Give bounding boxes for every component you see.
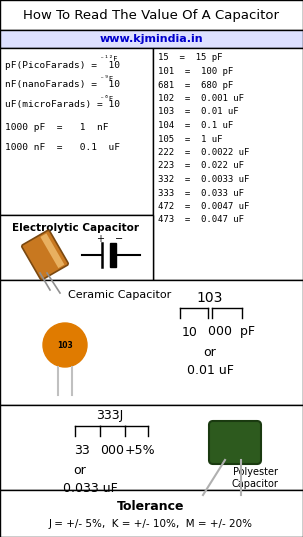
Text: 333J: 333J: [96, 410, 124, 423]
Text: uF(microFarads) = 10: uF(microFarads) = 10: [5, 100, 120, 110]
Text: 222  =  0.0022 uF: 222 = 0.0022 uF: [158, 148, 249, 157]
Text: pF(PicoFarads) =  10: pF(PicoFarads) = 10: [5, 61, 120, 69]
Bar: [153, 48, 303, 280]
Text: 33: 33: [74, 444, 90, 456]
Text: 10: 10: [182, 325, 198, 338]
Text: 332  =  0.0033 uF: 332 = 0.0033 uF: [158, 175, 249, 184]
Text: ⁻¹²F: ⁻¹²F: [100, 56, 118, 62]
FancyBboxPatch shape: [22, 230, 68, 280]
Text: 000: 000: [100, 444, 124, 456]
Text: 473  =  0.047 uF: 473 = 0.047 uF: [158, 215, 244, 224]
Bar: [110, 243, 116, 267]
Text: 101  =  100 pF: 101 = 100 pF: [158, 67, 233, 76]
Text: or: or: [204, 346, 216, 359]
Text: 333  =  0.033 uF: 333 = 0.033 uF: [158, 188, 244, 198]
Text: 0.01 uF: 0.01 uF: [187, 364, 233, 376]
Text: 15  =  15 pF: 15 = 15 pF: [158, 54, 222, 62]
Text: Ceramic Capacitor: Ceramic Capacitor: [68, 290, 171, 300]
Bar: [0, 30, 303, 48]
FancyBboxPatch shape: [209, 421, 261, 464]
Text: www.kjmindia.in: www.kjmindia.in: [99, 34, 203, 44]
Text: 1000 pF  =   1  nF: 1000 pF = 1 nF: [5, 124, 108, 133]
Bar: [0, 280, 303, 405]
Bar: [0, 490, 303, 537]
Bar: [0, 48, 153, 215]
Text: 104  =  0.1 uF: 104 = 0.1 uF: [158, 121, 233, 130]
Text: ⁻⁶F: ⁻⁶F: [100, 96, 113, 102]
Text: 102  =  0.001 uF: 102 = 0.001 uF: [158, 94, 244, 103]
Text: Polyester
Capacitor: Polyester Capacitor: [231, 467, 278, 489]
Bar: [0, 0, 303, 30]
Text: +5%: +5%: [125, 444, 155, 456]
Bar: [40, 234, 65, 268]
Text: 105  =  1 uF: 105 = 1 uF: [158, 134, 222, 143]
Text: Electrolytic Capacitor: Electrolytic Capacitor: [12, 223, 139, 233]
Text: 103: 103: [197, 291, 223, 305]
Text: 223  =  0.022 uF: 223 = 0.022 uF: [158, 162, 244, 171]
Text: 103: 103: [57, 340, 73, 350]
Circle shape: [43, 323, 87, 367]
Text: 1000 nF  =   0.1  uF: 1000 nF = 0.1 uF: [5, 143, 120, 153]
Bar: [0, 405, 303, 490]
Text: −: −: [115, 234, 123, 244]
Text: +: +: [96, 234, 104, 244]
Text: 0.033 uF: 0.033 uF: [63, 482, 117, 495]
Text: 103  =  0.01 uF: 103 = 0.01 uF: [158, 107, 239, 117]
Text: or: or: [74, 465, 86, 477]
Text: nF(nanoFarads) =  10: nF(nanoFarads) = 10: [5, 81, 120, 90]
Text: How To Read The Value Of A Capacitor: How To Read The Value Of A Capacitor: [23, 9, 279, 21]
Text: Tolerance: Tolerance: [117, 500, 185, 513]
Text: 000  pF: 000 pF: [208, 325, 255, 338]
Bar: [0, 215, 153, 280]
Text: 681  =  680 pF: 681 = 680 pF: [158, 81, 233, 90]
Text: ⁻⁹F: ⁻⁹F: [100, 76, 113, 82]
Text: J = +/- 5%,  K = +/- 10%,  M = +/- 20%: J = +/- 5%, K = +/- 10%, M = +/- 20%: [49, 519, 253, 529]
Text: 472  =  0.0047 uF: 472 = 0.0047 uF: [158, 202, 249, 211]
